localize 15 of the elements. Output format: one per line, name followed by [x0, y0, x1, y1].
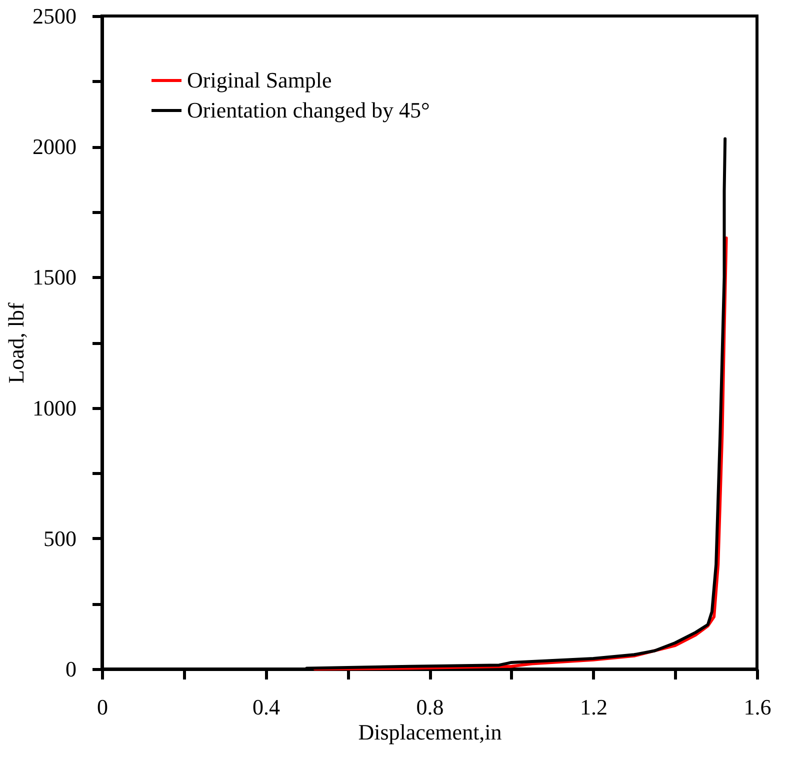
x-tick-label: 1.2: [580, 694, 608, 720]
y-tick-label: 1500: [32, 264, 76, 290]
x-tick-label: 0: [97, 694, 108, 720]
x-axis-title: Displacement,in: [358, 720, 502, 744]
y-tick-label: 0: [66, 656, 76, 682]
y-axis-title: Load, lbf: [4, 302, 28, 384]
y-tick-label: 2500: [32, 4, 76, 28]
x-tick-label: 0.8: [416, 694, 444, 720]
legend-label: Orientation changed by 45°: [187, 98, 430, 122]
x-tick-label: 0.4: [252, 694, 280, 720]
y-tick-label: 500: [44, 526, 76, 551]
legend-label: Original Sample: [187, 68, 332, 92]
y-tick-label: 1000: [32, 395, 76, 420]
y-tick-label: 2000: [32, 134, 76, 160]
x-tick-label: 1.6: [744, 694, 772, 720]
